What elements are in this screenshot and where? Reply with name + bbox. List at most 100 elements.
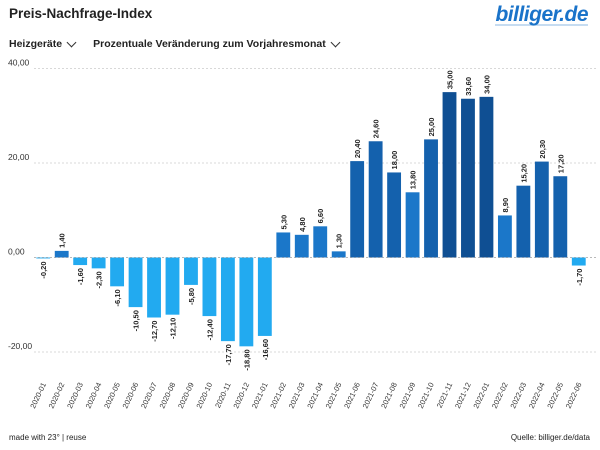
- category-dropdown-label: Heizgeräte: [9, 38, 63, 50]
- x-tick-label: 2021-01: [250, 381, 270, 410]
- bar-value-label: 6,60: [316, 209, 325, 224]
- bar: [147, 257, 161, 318]
- x-tick-label: 2020-06: [121, 381, 141, 410]
- billiger-logo[interactable]: billiger.de: [495, 3, 588, 27]
- x-tick-label: 2020-08: [158, 381, 178, 410]
- bar-value-label: -1,70: [575, 269, 584, 286]
- x-tick-label: 2021-03: [287, 381, 307, 410]
- y-tick-label: 0,00: [8, 247, 25, 257]
- category-dropdown[interactable]: Heizgeräte: [9, 37, 77, 50]
- bar: [276, 232, 291, 258]
- bar: [387, 172, 402, 258]
- bar: [73, 257, 88, 266]
- bar-value-label: -17,70: [224, 344, 233, 365]
- bar: [331, 251, 346, 258]
- bar: [128, 257, 143, 308]
- bar-value-label: 34,00: [482, 75, 491, 94]
- x-tick-label: 2021-11: [435, 381, 455, 409]
- bar: [497, 215, 512, 258]
- bar-value-label: -10,50: [132, 310, 141, 331]
- bar-value-label: 1,30: [335, 234, 344, 249]
- bar: [54, 250, 69, 258]
- y-tick-label: 40,00: [8, 58, 30, 68]
- x-tick-label: 2021-12: [453, 381, 473, 410]
- bar: [184, 257, 198, 285]
- x-tick-label: 2020-04: [84, 381, 104, 410]
- x-tick-label: 2021-06: [342, 381, 362, 410]
- bar: [405, 192, 420, 258]
- x-tick-label: 2021-09: [398, 381, 418, 410]
- bar: [257, 257, 272, 336]
- bar-value-label: -5,80: [187, 288, 196, 305]
- bar-value-label: -16,60: [261, 339, 270, 360]
- x-tick-label: 2021-10: [416, 381, 436, 410]
- x-tick-label: 2022-05: [545, 381, 565, 410]
- chart-title: Preis-Nachfrage-Index: [9, 6, 153, 21]
- bar-value-label: 18,00: [390, 151, 399, 170]
- bar: [239, 257, 254, 347]
- bar: [350, 161, 365, 258]
- chart-controls: Heizgeräte Prozentuale Veränderung zum V…: [9, 37, 341, 50]
- x-tick-label: 2020-09: [176, 381, 196, 410]
- made-with-credit[interactable]: made with 23° | reuse: [9, 433, 87, 442]
- bar: [553, 176, 568, 258]
- logo-main-text: billiger: [495, 3, 560, 26]
- x-tick-label: 2020-03: [65, 381, 85, 410]
- bar-value-label: 20,30: [538, 140, 547, 159]
- bar-value-label: -2,30: [95, 271, 104, 288]
- bar: [202, 257, 217, 317]
- metric-dropdown-label: Prozentuale Veränderung zum Vorjahresmon…: [93, 38, 326, 50]
- bar-value-label: 1,40: [58, 233, 67, 248]
- bar-value-label: 13,80: [409, 171, 418, 190]
- bar-value-label: -6,10: [113, 289, 122, 306]
- bar-value-label: 17,20: [556, 154, 565, 173]
- bar-value-label: 4,80: [298, 217, 307, 232]
- x-tick-label: 2021-07: [361, 381, 381, 410]
- metric-dropdown[interactable]: Prozentuale Veränderung zum Vorjahresmon…: [93, 37, 341, 50]
- bar-value-label: -12,40: [205, 319, 214, 340]
- bar-value-label: 5,30: [279, 215, 288, 230]
- bar-value-label: 35,00: [446, 70, 455, 89]
- bar-value-label: -12,10: [169, 318, 178, 339]
- bar: [313, 226, 328, 258]
- bar-value-label: 33,60: [464, 77, 473, 96]
- x-tick-label: 2020-02: [47, 381, 67, 410]
- x-tick-label: 2022-02: [490, 381, 510, 410]
- x-tick-label: 2022-06: [564, 381, 584, 410]
- bar-value-label: -0,20: [39, 261, 48, 278]
- bar: [110, 257, 125, 287]
- bar-value-label: -12,70: [150, 321, 159, 342]
- bar: [479, 96, 494, 258]
- x-tick-label: 2021-04: [305, 381, 325, 410]
- bar: [534, 161, 549, 258]
- x-tick-label: 2021-05: [324, 381, 344, 410]
- y-tick-label: -20,00: [8, 341, 32, 351]
- x-tick-label: 2022-01: [471, 381, 491, 410]
- bar-value-label: -18,80: [242, 349, 251, 370]
- x-tick-label: 2020-01: [28, 381, 48, 410]
- source-credit[interactable]: Quelle: billiger.de/data: [510, 433, 590, 442]
- bar: [165, 257, 180, 315]
- bar: [571, 257, 586, 266]
- bar: [516, 185, 531, 258]
- bar: [220, 257, 235, 342]
- x-tick-label: 2021-02: [268, 381, 288, 410]
- x-tick-label: 2020-11: [213, 381, 233, 409]
- bar: [461, 98, 475, 258]
- x-tick-label: 2021-08: [379, 381, 399, 410]
- bar-value-label: 25,00: [427, 118, 436, 137]
- bar: [442, 92, 457, 258]
- bar: [294, 234, 309, 258]
- bar: [368, 141, 383, 258]
- bar-value-label: 20,40: [353, 139, 362, 158]
- x-tick-label: 2020-10: [194, 381, 214, 410]
- bar: [424, 139, 438, 258]
- bar-value-label: 8,90: [501, 198, 510, 213]
- bar-value-label: 24,60: [372, 119, 381, 138]
- x-tick-label: 2022-04: [527, 381, 547, 410]
- x-tick-label: 2022-03: [508, 381, 528, 410]
- y-tick-label: 20,00: [8, 152, 30, 162]
- x-tick-label: 2020-12: [231, 381, 251, 410]
- x-tick-label: 2020-07: [139, 381, 159, 410]
